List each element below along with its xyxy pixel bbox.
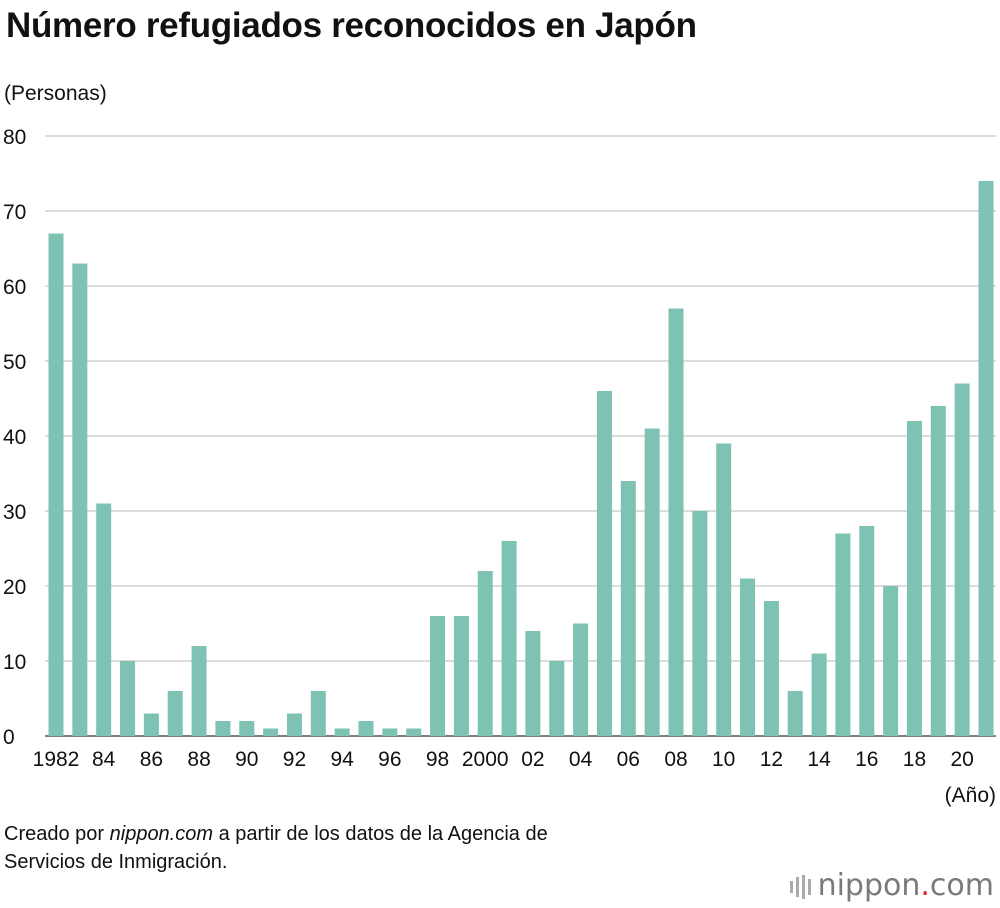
x-tick-label: 12	[760, 748, 783, 771]
bar	[835, 533, 851, 736]
x-tick-label: 14	[807, 748, 831, 771]
x-tick-label: 84	[92, 748, 116, 771]
bar	[811, 653, 827, 736]
x-tick-label: 96	[378, 748, 401, 771]
bar	[48, 233, 64, 736]
bar	[430, 616, 446, 736]
source-line2: Servicios de Inmigración.	[4, 851, 228, 873]
logo-bars-icon	[789, 874, 811, 899]
bar	[620, 481, 636, 736]
y-tick-label: 80	[3, 126, 26, 149]
bar	[883, 586, 899, 736]
x-tick-label: 08	[664, 748, 687, 771]
y-tick-label: 20	[3, 576, 26, 599]
bar	[930, 406, 946, 736]
chart-title: Número refugiados reconocidos en Japón	[6, 6, 697, 45]
x-tick-label: 06	[617, 748, 640, 771]
y-axis-label: (Personas)	[4, 82, 107, 105]
x-tick-label: 1982	[33, 748, 80, 771]
bar	[954, 383, 970, 736]
bar	[143, 713, 159, 736]
x-tick-label: 94	[330, 748, 354, 771]
bar	[668, 308, 684, 736]
logo-tld: com	[929, 868, 994, 903]
logo-dot: .	[920, 868, 930, 903]
bar	[263, 728, 279, 736]
bar	[286, 713, 302, 736]
x-tick-label: 02	[521, 748, 544, 771]
source-note: Creado por nippon.com a partir de los da…	[4, 820, 548, 876]
y-tick-label: 30	[3, 501, 26, 524]
bar	[167, 691, 183, 736]
bar	[787, 691, 803, 736]
bar	[310, 691, 326, 736]
bar	[334, 728, 350, 736]
source-suffix: a partir de los datos de la Agencia de	[213, 823, 548, 845]
bar	[453, 616, 469, 736]
bar	[358, 721, 374, 736]
bar	[859, 526, 875, 736]
bar	[740, 578, 756, 736]
bar	[215, 721, 231, 736]
bar	[692, 511, 708, 736]
x-tick-label: 18	[903, 748, 926, 771]
bar	[716, 443, 732, 736]
bar	[525, 631, 541, 736]
bar	[978, 181, 994, 736]
x-tick-label: 16	[855, 748, 878, 771]
bar	[406, 728, 422, 736]
bar	[549, 661, 565, 736]
x-tick-label: 04	[569, 748, 593, 771]
bar	[120, 661, 136, 736]
bar	[644, 428, 660, 736]
x-tick-label: 10	[712, 748, 735, 771]
bar	[72, 263, 88, 736]
x-axis-label: (Año)	[944, 784, 996, 807]
y-tick-label: 70	[3, 201, 26, 224]
bar	[96, 503, 112, 736]
x-tick-label: 88	[187, 748, 210, 771]
bar	[477, 571, 493, 736]
y-tick-label: 60	[3, 276, 26, 299]
x-tick-label: 86	[140, 748, 163, 771]
bar	[573, 623, 589, 736]
x-tick-label: 92	[283, 748, 306, 771]
y-tick-label: 40	[3, 426, 26, 449]
y-tick-label: 10	[3, 651, 26, 674]
bar	[239, 721, 255, 736]
x-tick-label: 98	[426, 748, 449, 771]
bar	[906, 421, 922, 736]
source-prefix: Creado por	[4, 823, 110, 845]
source-site: nippon.com	[109, 823, 214, 845]
x-tick-label: 20	[950, 748, 973, 771]
y-tick-label: 0	[3, 726, 15, 749]
bar	[382, 728, 398, 736]
y-tick-label: 50	[3, 351, 26, 374]
bar	[596, 391, 612, 736]
x-tick-label: 90	[235, 748, 258, 771]
bar	[501, 541, 517, 736]
x-tick-label: 2000	[462, 748, 509, 771]
logo-name: nippon	[817, 868, 921, 903]
bar	[763, 601, 779, 736]
bar	[191, 646, 207, 736]
nippon-logo: nippon. com	[789, 868, 994, 903]
